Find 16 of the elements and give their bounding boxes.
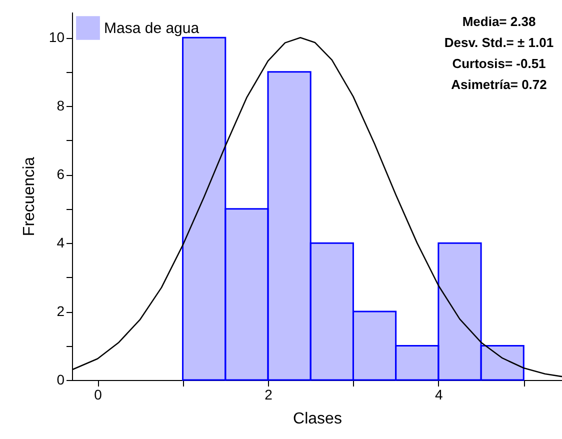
x-axis-title: Clases [293, 410, 342, 428]
legend-label: Masa de agua [104, 20, 200, 37]
y-tick-label: 10 [48, 29, 65, 46]
x-tick-label: 4 [435, 386, 444, 402]
y-tick-label: 2 [56, 303, 65, 320]
annotation: Desv. Std.= ± 1.01 [444, 35, 554, 50]
annotation: Media= 2.38 [462, 14, 536, 29]
y-tick-label: 4 [56, 234, 65, 251]
annotation: Asimetría= 0.72 [451, 77, 547, 92]
y-tick-label: 8 [56, 98, 65, 114]
x-tick-label: 0 [94, 386, 102, 402]
y-tick-label: 0 [56, 372, 65, 388]
x-tick-label: 2 [264, 386, 273, 402]
y-axis-title: Frecuencia [20, 156, 38, 236]
annotation: Curtosis= -0.51 [452, 56, 546, 71]
y-tick-label: 6 [56, 166, 65, 182]
